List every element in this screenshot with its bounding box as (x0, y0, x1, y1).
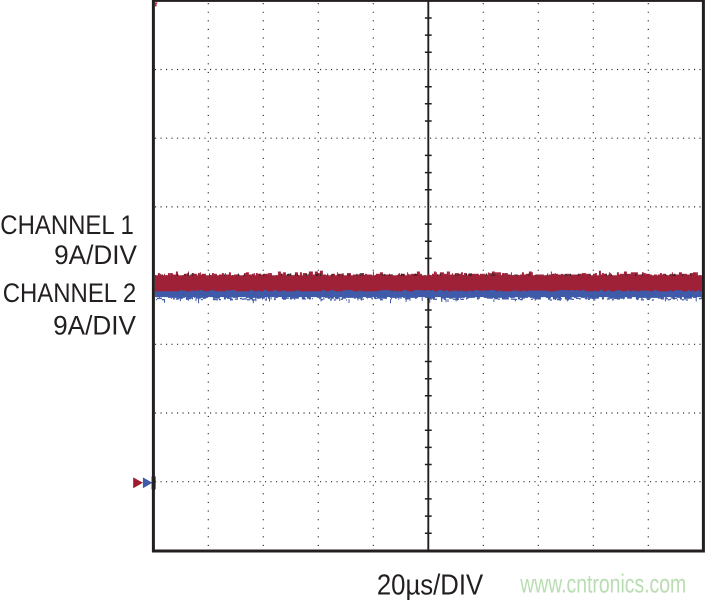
svg-text:www.cntronics.com: www.cntronics.com (519, 569, 686, 599)
svg-text:CHANNEL 2: CHANNEL 2 (3, 278, 137, 308)
svg-text:9A/DIV: 9A/DIV (54, 240, 137, 270)
svg-text:9A/DIV: 9A/DIV (53, 310, 136, 340)
svg-text:20µs/DIV: 20µs/DIV (377, 569, 484, 600)
svg-text:CHANNEL 1: CHANNEL 1 (0, 210, 134, 240)
